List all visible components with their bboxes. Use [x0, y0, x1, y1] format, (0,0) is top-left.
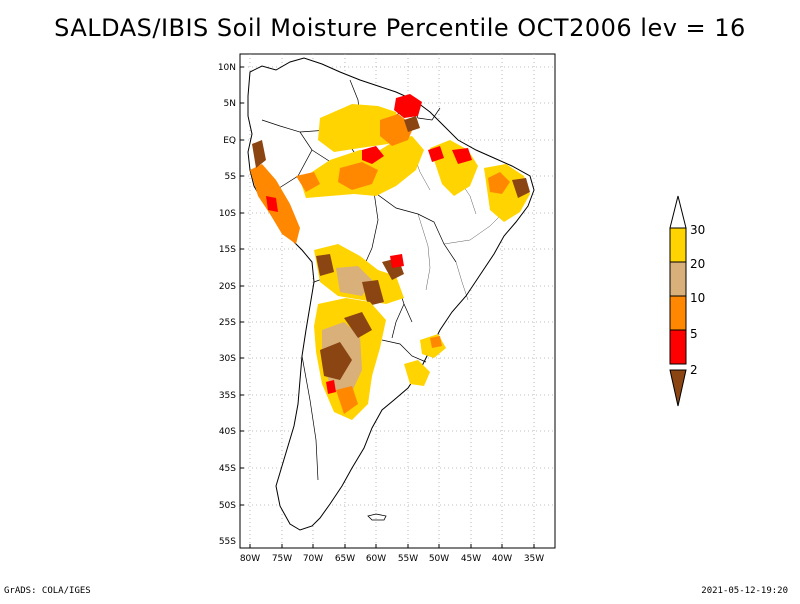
lon-label: 55W [398, 554, 418, 564]
lon-label: 50W [429, 554, 449, 564]
axis-ticks [240, 66, 535, 548]
legend-label: 20 [690, 257, 705, 271]
percentile-5 [326, 380, 336, 394]
legend-label: 5 [690, 327, 698, 341]
legend-label: 30 [690, 223, 705, 237]
lon-label: 70W [303, 554, 323, 564]
lat-label: 30S [219, 354, 236, 364]
percentile-2 [316, 254, 334, 276]
percentile-5 [452, 148, 472, 164]
lat-label: 45S [219, 464, 236, 474]
lon-label: 75W [272, 554, 292, 564]
legend-swatch-20 [669, 261, 687, 297]
percentile-patches [250, 94, 530, 420]
lat-label: 15S [219, 245, 236, 255]
percentile-30 [404, 360, 430, 386]
map-title: SALDAS/IBIS Soil Moisture Percentile OCT… [54, 14, 746, 42]
percentile-2 [252, 140, 266, 168]
percentile-2 [344, 312, 372, 338]
lon-label: 60W [366, 554, 386, 564]
footer-credit: GrADS: COLA/IGES [4, 586, 91, 596]
legend-top-triangle [669, 195, 687, 229]
lat-label: 55S [219, 537, 236, 547]
lat-label: 10N [218, 63, 236, 73]
lat-label: 50S [219, 501, 236, 511]
lon-label: 35W [524, 554, 544, 564]
legend-swatch-30 [669, 227, 687, 263]
percentile-2 [320, 342, 352, 380]
percentile-5 [266, 196, 278, 212]
percentile-10 [338, 162, 378, 190]
lat-label: 5N [224, 99, 236, 109]
percentile-10 [488, 172, 510, 194]
lat-label: 20S [219, 282, 236, 292]
lon-label: 40W [492, 554, 512, 564]
color-bar-legend [669, 195, 687, 407]
footer-timestamp: 2021-05-12-19:20 [701, 586, 788, 596]
latitude-labels: 10N 5N EQ 5S 10S 15S 20S 25S 30S 35S 40S… [218, 63, 236, 547]
legend-labels: 30 20 10 5 2 [690, 223, 705, 377]
lon-label: 80W [240, 554, 260, 564]
percentile-5 [362, 146, 384, 164]
legend-swatch-5 [669, 329, 687, 365]
percentile-30 [318, 104, 402, 152]
lat-label: EQ [223, 136, 236, 146]
percentile-2 [404, 116, 420, 132]
lat-label: 25S [219, 318, 236, 328]
percentile-10 [430, 336, 442, 348]
longitude-labels: 80W 75W 70W 65W 60W 55W 50W 45W 40W 35W [240, 554, 544, 564]
falkland-islands [367, 513, 387, 521]
percentile-5 [394, 94, 422, 118]
percentile-2 [362, 280, 384, 306]
lon-label: 65W [335, 554, 355, 564]
percentile-5 [428, 146, 444, 162]
percentile-2 [512, 178, 530, 198]
legend-label: 10 [690, 291, 705, 305]
legend-bottom-triangle [669, 369, 687, 407]
percentile-5 [390, 254, 404, 268]
percentile-10 [336, 386, 358, 414]
lat-label: 5S [225, 172, 237, 182]
lat-label: 40S [219, 427, 236, 437]
percentile-10 [296, 172, 320, 192]
lat-label: 35S [219, 391, 236, 401]
legend-swatch-10 [669, 295, 687, 331]
percentile-20 [336, 266, 372, 296]
lon-label: 45W [461, 554, 481, 564]
lat-label: 10S [219, 209, 236, 219]
legend-label: 2 [690, 363, 698, 377]
